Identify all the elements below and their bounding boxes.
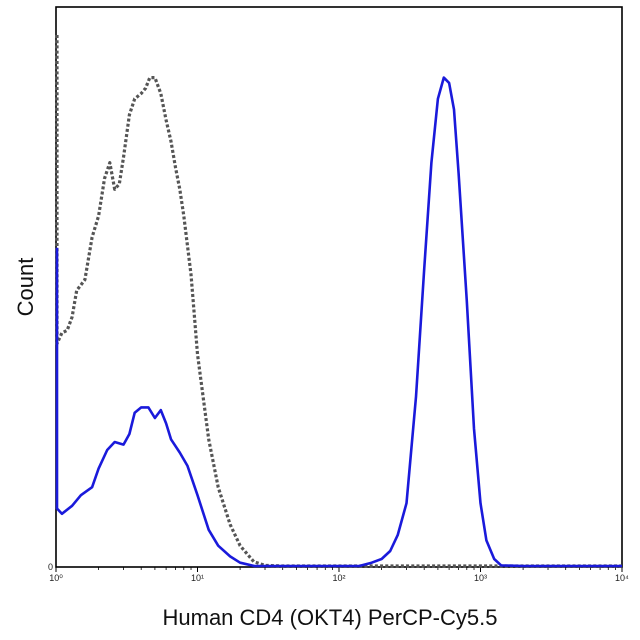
x-tick-label: 10⁴ — [615, 573, 629, 583]
x-tick-label: 10⁰ — [49, 573, 63, 583]
y-axis-label: Count — [13, 258, 38, 317]
plot-frame — [55, 6, 623, 568]
y-tick-label: 0 — [48, 562, 53, 572]
x-axis-label: Human CD4 (OKT4) PerCP-Cy5.5 — [163, 605, 498, 630]
x-tick-label: 10³ — [474, 573, 487, 583]
series-group — [55, 35, 622, 568]
axis-ticks: 10⁰ 10¹ 10² 10³ 10⁴ 0 — [48, 562, 629, 583]
x-tick-label: 10² — [332, 573, 345, 583]
x-tick-label: 10¹ — [191, 573, 204, 583]
dotted-control-series-line — [55, 35, 622, 568]
solid-stained-series-line — [55, 76, 622, 568]
